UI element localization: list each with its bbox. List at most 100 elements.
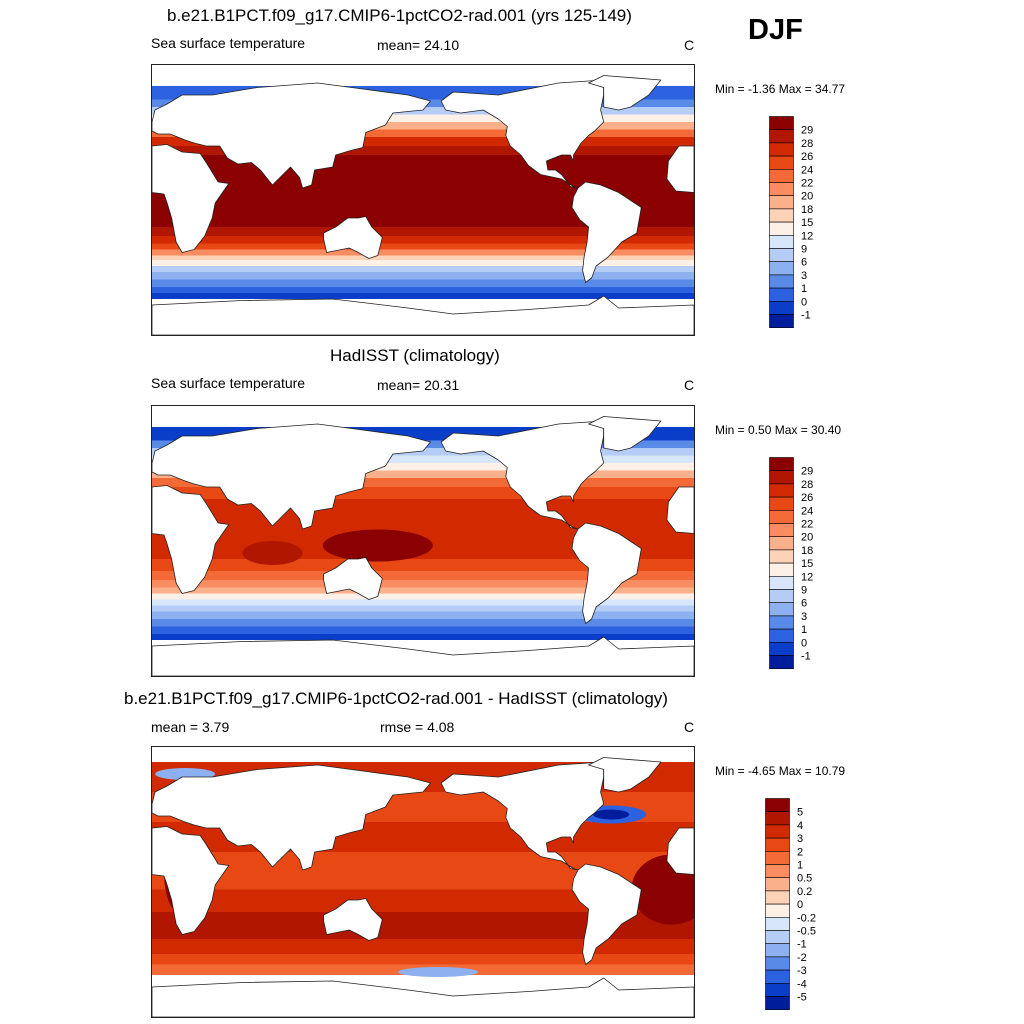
map-canvas [152, 65, 694, 335]
colorbar-box [765, 903, 790, 918]
contour-band [152, 255, 694, 261]
landmass-eurasia [152, 423, 431, 530]
colorbar-box [769, 182, 794, 196]
colorbar-box [769, 208, 794, 223]
colorbar-box [765, 983, 790, 997]
colorbar-tick-label: 12 [801, 571, 813, 583]
colorbar-box [765, 837, 790, 852]
mean-label: mean= 24.10 [377, 37, 460, 53]
colorbar-box [769, 509, 794, 524]
colorbar-tick-label: -5 [797, 992, 807, 1004]
colorbar-tick-label: 20 [801, 532, 813, 544]
colorbar-tick-label: 0.2 [797, 886, 812, 898]
contour-band [152, 747, 694, 763]
landmass-australia [323, 216, 383, 259]
colorbar-box [765, 824, 790, 839]
colorbar-tick-label: 28 [801, 479, 813, 491]
landmass-s-america [571, 863, 642, 965]
colorbar-box [769, 470, 794, 485]
units-label: C [684, 719, 695, 735]
colorbar-box [769, 536, 794, 551]
contour-band [152, 611, 694, 620]
contour-band [152, 593, 694, 600]
colorbar-box [765, 798, 790, 812]
colorbar-box [769, 142, 794, 157]
contour-band [152, 137, 694, 147]
colorbar-tick-label: 29 [801, 125, 813, 137]
coastlines [152, 757, 694, 1017]
colorbar-tick-label: 20 [801, 191, 813, 203]
contour-band [152, 599, 694, 606]
colorbar-tick-label: 2 [797, 846, 803, 858]
contour-band [152, 293, 694, 300]
colorbar-tick-label: 1 [801, 624, 807, 636]
contour-band [152, 478, 694, 488]
colorbar-tick-label: 9 [801, 585, 807, 597]
landmass-eurasia [152, 82, 431, 189]
colorbar-tick-label: 1 [801, 283, 807, 295]
variable-label: Sea surface temperature [151, 35, 306, 51]
colorbar-boxes [769, 457, 794, 669]
coastlines [152, 75, 694, 335]
colorbar: 29 28 26 24 22 20 18 15 12 9 6 3 1 0 -1 [769, 457, 829, 671]
colorbar-box [765, 996, 790, 1010]
colorbar-tick-label: -3 [797, 965, 807, 977]
colorbar-box [769, 655, 794, 669]
colorbar-box [769, 301, 794, 315]
colorbar-tick-label: 26 [801, 151, 813, 163]
colorbar-box [769, 195, 794, 210]
contour-band [152, 448, 694, 456]
contour-band [152, 406, 694, 428]
colorbar: 5 4 3 2 1 0.5 0.2 0 -0.2 -0.5 -1 -2 -3 -4 -5 [765, 798, 829, 1012]
sst-map-model [151, 64, 695, 336]
colorbar-tick-label: 6 [801, 598, 807, 610]
colorbar-box [769, 496, 794, 511]
colorbar-box [769, 287, 794, 302]
landmass-s-america [571, 522, 642, 624]
colorbar-tick-label: 5 [797, 807, 803, 819]
mean-label: mean= 20.31 [377, 377, 460, 393]
landmass-greenland [588, 416, 662, 452]
contour-band [152, 889, 694, 913]
colorbar-box [769, 549, 794, 564]
mean-label: mean = 3.79 [151, 719, 230, 735]
colorbar-tick-label: 12 [801, 230, 813, 242]
colorbar-box [765, 917, 790, 931]
colorbar-box [769, 314, 794, 328]
contour-band [152, 249, 694, 256]
colorbar-box [765, 850, 790, 865]
contour-band [152, 260, 694, 267]
contour-band [152, 122, 694, 130]
colorbar-tick-label: 28 [801, 138, 813, 150]
colorbar-box [769, 628, 794, 643]
landmass-antarctica [152, 636, 694, 676]
units-label: C [684, 37, 695, 53]
landmass-australia [323, 557, 383, 600]
contour-band [152, 634, 694, 641]
colorbar-box [769, 483, 794, 498]
colorbar-box [769, 602, 794, 617]
contour-band [152, 227, 694, 237]
colorbar-box [765, 877, 790, 892]
minmax-label: Min = -1.36 Max = 34.77 [715, 82, 846, 96]
colorbar-box [765, 864, 790, 878]
colorbar-box [765, 930, 790, 944]
landmass-africa [152, 826, 230, 935]
colorbar-box [769, 235, 794, 249]
colorbar-box [769, 523, 794, 537]
colorbar-tick-label: 15 [801, 217, 813, 229]
colorbar-tick-label: -1 [797, 939, 807, 951]
colorbar-boxes [769, 116, 794, 328]
contour-band [152, 243, 694, 250]
sst-map-diff [151, 746, 695, 1018]
colorbar-box [769, 168, 794, 183]
colorbar-tick-label: 26 [801, 492, 813, 504]
contour-band [152, 626, 694, 635]
colorbar-tick-label: 0.5 [797, 873, 812, 885]
landmass-s-america [571, 181, 642, 283]
landmass-n-america [440, 79, 605, 189]
minmax-label: Min = -4.65 Max = 10.79 [715, 764, 846, 778]
colorbar-tick-label: 0 [797, 899, 803, 911]
